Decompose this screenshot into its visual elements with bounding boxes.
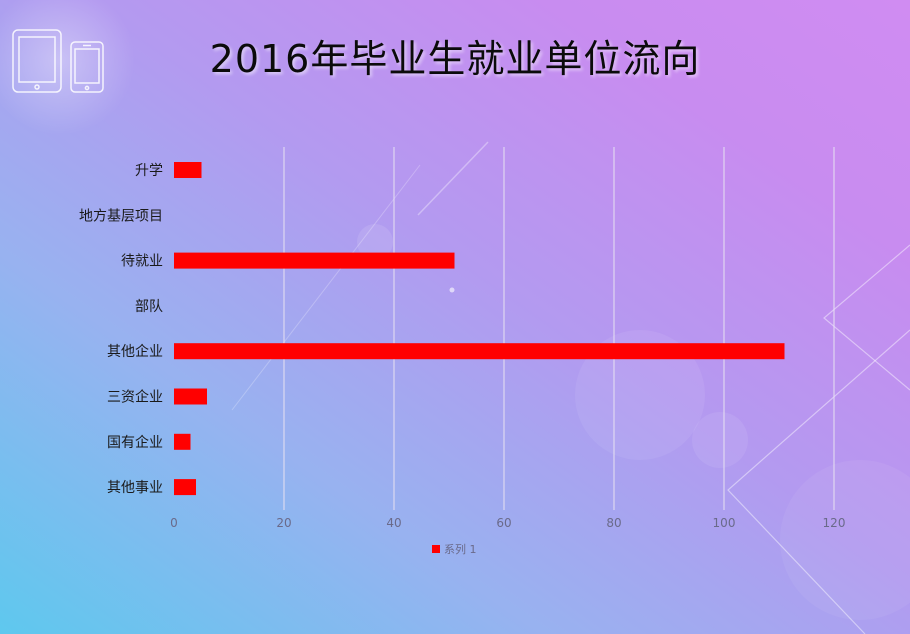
gridlines <box>283 147 835 510</box>
chart-title: 2016年毕业生就业单位流向 <box>209 37 701 81</box>
category-label: 升学 <box>135 163 163 179</box>
category-label: 地方基层项目 <box>79 207 163 224</box>
bar <box>174 433 191 450</box>
category-label: 部队 <box>135 299 163 315</box>
bar <box>174 388 207 405</box>
bar <box>174 479 196 496</box>
x-tick-label: 40 <box>386 516 401 530</box>
category-label: 待就业 <box>121 254 163 270</box>
phone-icon <box>70 41 104 93</box>
x-tick-label: 0 <box>170 516 178 530</box>
x-tick-labels: 0 20 40 60 80 100 120 <box>170 516 845 530</box>
bar <box>174 162 202 178</box>
x-tick-label: 60 <box>496 516 511 530</box>
x-tick-label: 80 <box>606 516 621 530</box>
tablet-icon <box>12 29 62 93</box>
x-tick-label: 100 <box>713 516 736 530</box>
legend: 系列 1 <box>432 542 477 556</box>
bar <box>174 343 785 360</box>
category-label: 三资企业 <box>107 389 163 406</box>
x-tick-label: 20 <box>276 516 291 530</box>
legend-label: 系列 1 <box>444 542 477 556</box>
legend-swatch <box>432 545 440 553</box>
category-label: 国有企业 <box>107 434 163 451</box>
bar <box>174 252 455 269</box>
x-tick-label: 120 <box>823 516 846 530</box>
category-label: 其他事业 <box>107 480 163 496</box>
category-label: 其他企业 <box>107 343 163 360</box>
bars <box>174 162 785 496</box>
